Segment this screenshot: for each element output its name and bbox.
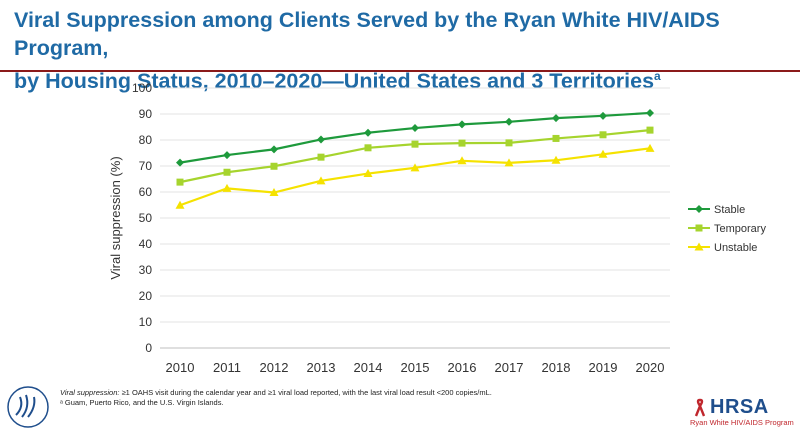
- data-point-stable: [223, 151, 231, 160]
- data-point-temporary: [458, 139, 466, 147]
- data-point-unstable: [269, 188, 279, 197]
- series-line-stable: [179, 111, 651, 164]
- footnote-line-1: Viral suppression: ≥1 OAHS visit during …: [60, 388, 580, 398]
- data-point-stable: [411, 124, 419, 133]
- y-tick-label: 0: [145, 341, 152, 355]
- y-tick-label: 70: [139, 159, 153, 173]
- data-point-temporary: [364, 144, 372, 152]
- footnote: Viral suppression: ≥1 OAHS visit during …: [60, 388, 580, 408]
- x-tick-label: 2020: [636, 360, 665, 375]
- x-tick-label: 2014: [354, 360, 383, 375]
- data-point-unstable: [316, 176, 326, 185]
- data-point-temporary: [646, 126, 654, 134]
- footnote-definition: ≥1 OAHS visit during the calendar year a…: [119, 388, 492, 397]
- legend-label-unstable: Unstable: [714, 242, 757, 254]
- hrsa-logo: HRSA Ryan White HIV/AIDS Program: [690, 396, 800, 430]
- title-divider: [0, 70, 800, 72]
- y-tick-label: 100: [132, 81, 152, 95]
- hhs-logo-icon: [6, 385, 50, 429]
- data-point-stable: [646, 108, 654, 117]
- data-point-stable: [505, 117, 513, 126]
- y-axis-label: Viral suppression (%): [108, 156, 123, 279]
- x-tick-label: 2016: [448, 360, 477, 375]
- y-tick-label: 20: [139, 289, 153, 303]
- data-point-stable: [364, 128, 372, 137]
- title-line-2-text: by Housing Status, 2010–2020—United Stat…: [14, 69, 655, 94]
- title-line-2: by Housing Status, 2010–2020—United Stat…: [14, 62, 794, 95]
- legend-marker-unstable: [694, 242, 704, 251]
- x-tick-label: 2010: [166, 360, 195, 375]
- y-tick-label: 40: [139, 237, 153, 251]
- data-point-unstable: [598, 149, 608, 158]
- data-point-unstable: [175, 200, 185, 209]
- footnote-line-2: ᵃ Guam, Puerto Rico, and the U.S. Virgin…: [60, 398, 224, 407]
- data-point-unstable: [410, 163, 420, 172]
- data-point-temporary: [505, 139, 513, 147]
- legend-label-temporary: Temporary: [714, 223, 766, 235]
- legend-marker-stable: [695, 205, 703, 213]
- ribbon-icon: [694, 398, 706, 417]
- data-point-temporary: [411, 140, 419, 148]
- x-tick-label: 2017: [495, 360, 524, 375]
- hrsa-wordmark: HRSA: [710, 396, 769, 418]
- series-line-temporary: [179, 129, 651, 184]
- data-point-temporary: [599, 131, 607, 139]
- x-tick-label: 2015: [401, 360, 430, 375]
- x-tick-label: 2013: [307, 360, 336, 375]
- page-title: Viral Suppression among Clients Served b…: [14, 6, 794, 95]
- data-point-unstable: [457, 156, 467, 165]
- data-point-stable: [270, 145, 278, 154]
- y-tick-label: 50: [139, 211, 153, 225]
- legend-label-stable: Stable: [714, 204, 745, 216]
- data-point-temporary: [317, 153, 325, 161]
- data-point-unstable: [645, 143, 655, 152]
- data-point-stable: [317, 135, 325, 144]
- hrsa-program-name: Ryan White HIV/AIDS Program: [690, 418, 794, 427]
- y-tick-label: 60: [139, 185, 153, 199]
- data-point-temporary: [552, 134, 560, 142]
- line-chart: 0 10 20 30 40 50 60 70 80 90 100 2010 2011 2012 2013 20…: [108, 81, 766, 375]
- data-point-stable: [176, 158, 184, 167]
- data-point-unstable: [363, 169, 373, 178]
- data-point-unstable: [504, 158, 514, 167]
- y-tick-label: 30: [139, 263, 153, 277]
- footnote-lead: Viral suppression:: [60, 388, 120, 397]
- x-tick-label: 2018: [542, 360, 571, 375]
- y-tick-label: 90: [139, 107, 153, 121]
- data-point-stable: [599, 111, 607, 120]
- y-tick-label: 10: [139, 315, 153, 329]
- data-point-stable: [552, 114, 560, 123]
- title-line-1: Viral Suppression among Clients Served b…: [14, 8, 720, 60]
- x-tick-label: 2011: [213, 360, 241, 375]
- legend-marker-temporary: [695, 224, 703, 232]
- data-point-unstable: [222, 183, 232, 192]
- data-point-stable: [458, 120, 466, 129]
- series-line-unstable: [179, 147, 651, 207]
- x-tick-label: 2012: [260, 360, 289, 375]
- data-point-temporary: [270, 162, 278, 170]
- data-point-unstable: [551, 155, 561, 164]
- x-tick-label: 2019: [589, 360, 618, 375]
- title-superscript: a: [654, 69, 661, 83]
- data-point-temporary: [176, 178, 184, 186]
- y-tick-label: 80: [139, 133, 153, 147]
- data-point-temporary: [223, 168, 231, 176]
